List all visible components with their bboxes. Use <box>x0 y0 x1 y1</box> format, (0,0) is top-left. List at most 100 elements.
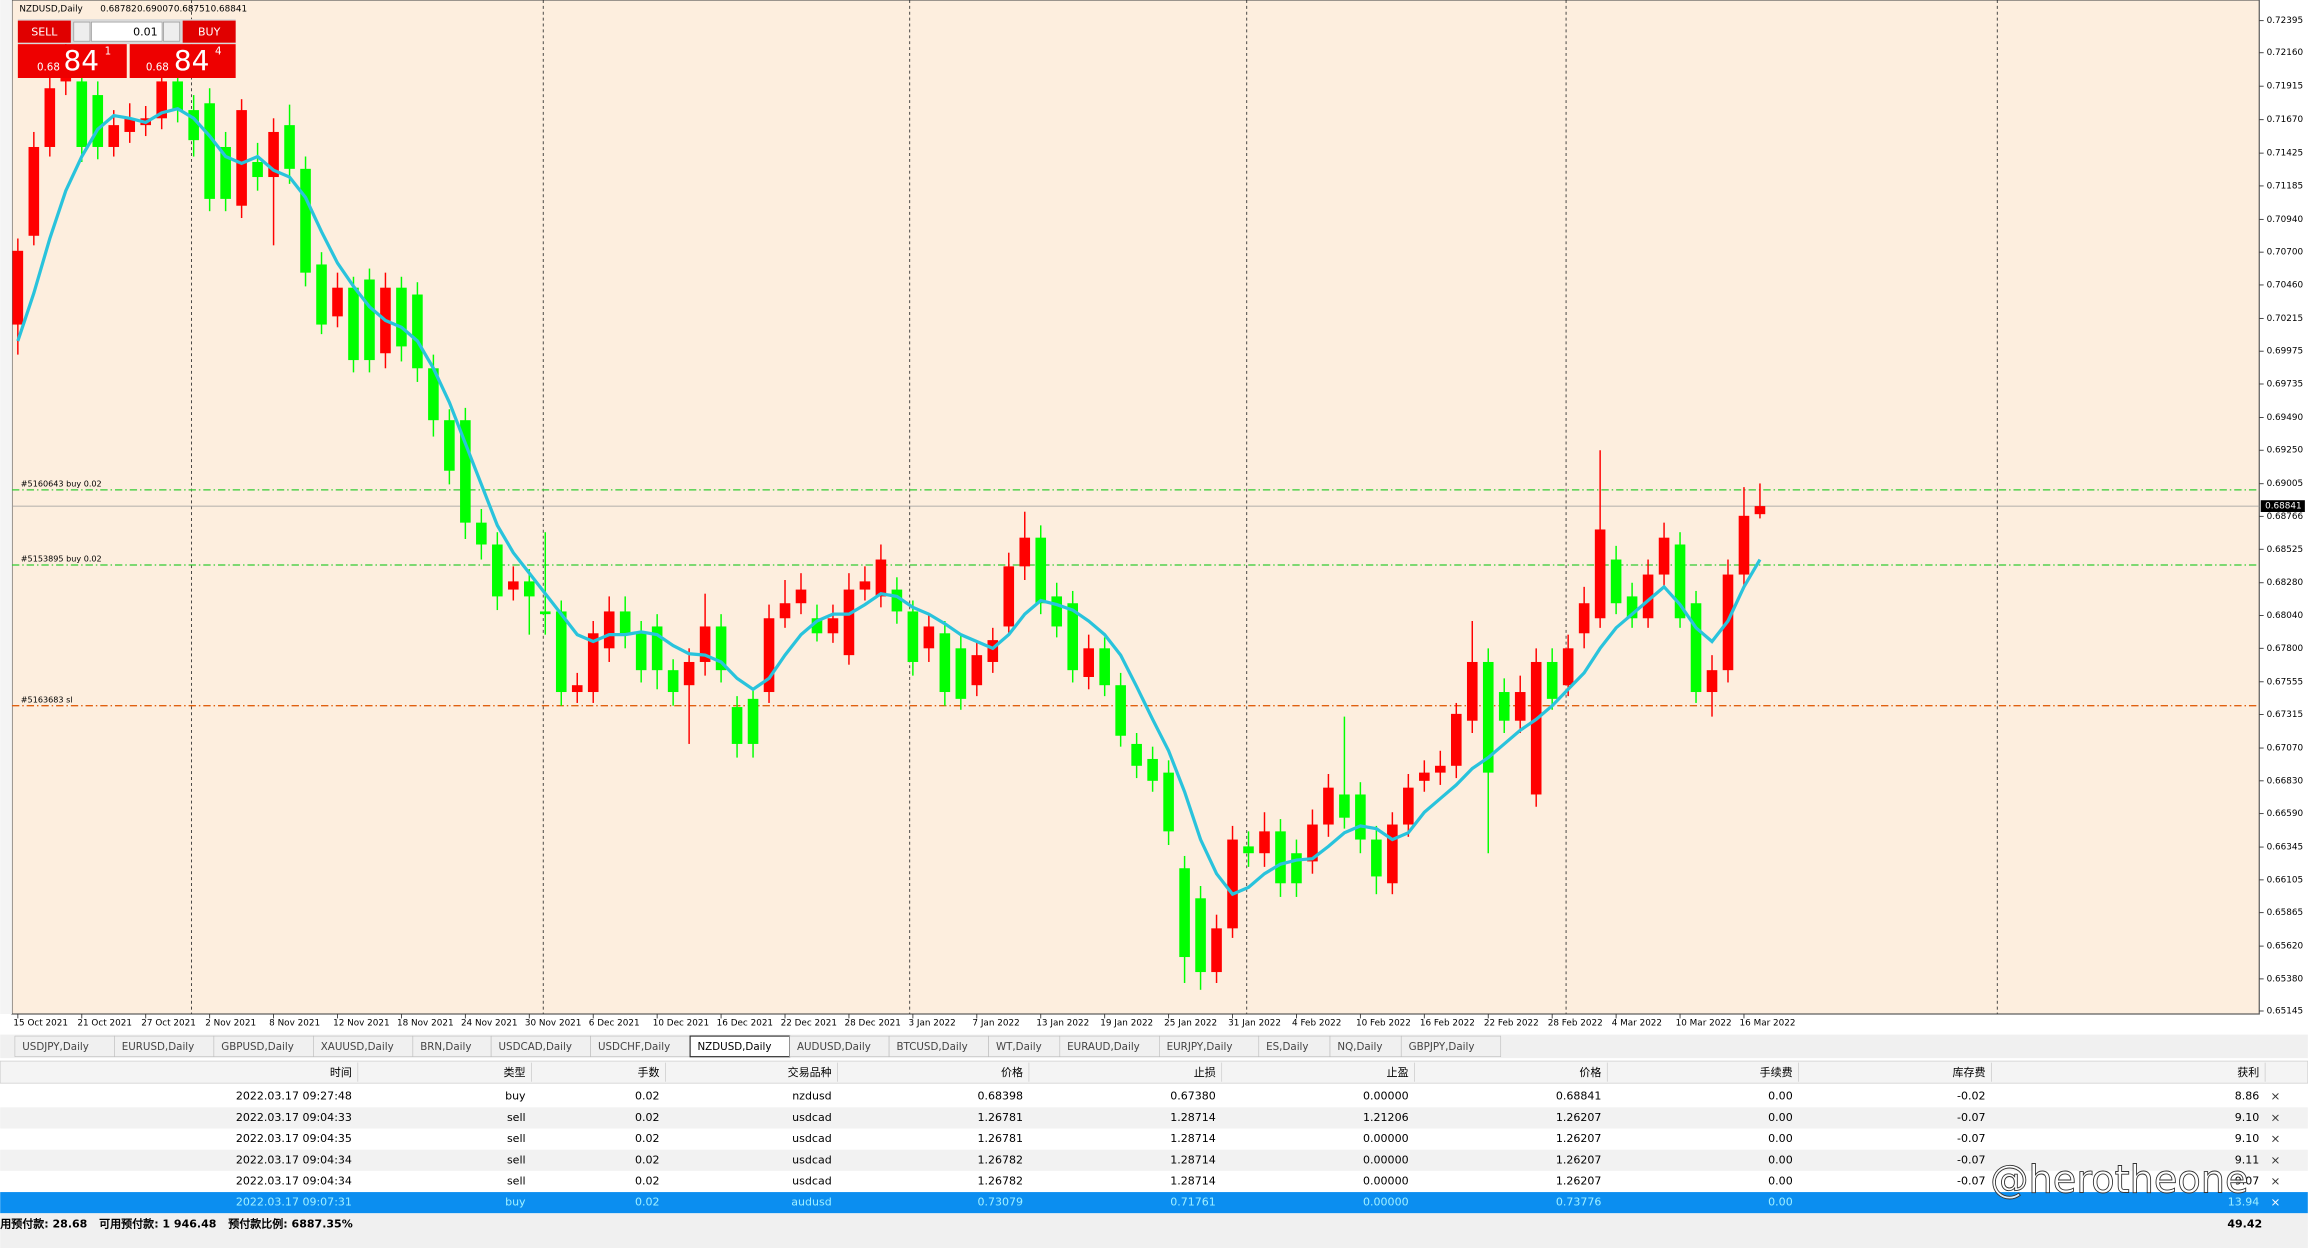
row[interactable] <box>0 1086 2308 1108</box>
candle-body <box>907 611 919 662</box>
sell-button[interactable] <box>17 20 71 43</box>
candle-body <box>28 146 40 236</box>
candle-body <box>1051 596 1063 627</box>
tab-label[interactable]: NZDUSD,Daily <box>697 1041 771 1053</box>
tab-label[interactable]: NQ,Daily <box>1337 1041 1382 1053</box>
low-value: 0.68751 <box>174 4 211 14</box>
lot-input[interactable] <box>91 21 163 42</box>
column-header[interactable]: 手续费 <box>1760 1065 1793 1079</box>
candle-body <box>476 522 487 545</box>
sell-prefix[interactable]: 0.68 <box>37 62 60 74</box>
candle-body <box>412 294 423 369</box>
lot-value[interactable]: 0.01 <box>133 25 158 38</box>
row[interactable] <box>0 1149 2308 1171</box>
cell: 1.28714 <box>1170 1174 1216 1187</box>
tab-label[interactable]: WT,Daily <box>996 1041 1042 1053</box>
buy-sup[interactable]: 4 <box>215 46 222 58</box>
y-tick-label: 0.67070 <box>2267 744 2304 754</box>
column-header[interactable]: 价格 <box>1579 1065 1601 1079</box>
sell-label[interactable]: SELL <box>31 25 58 38</box>
cell: usdcad <box>792 1132 832 1145</box>
buy-label[interactable]: BUY <box>198 25 221 38</box>
candle-body <box>843 589 855 656</box>
candle-body <box>1466 661 1478 721</box>
buy-prefix[interactable]: 0.68 <box>146 62 169 74</box>
x-tick-label: 4 Mar 2022 <box>1612 1018 1662 1028</box>
candle-body <box>555 611 567 693</box>
candle-body <box>1706 670 1718 693</box>
cell: 1.26781 <box>977 1111 1023 1124</box>
tab-label[interactable]: USDCAD,Daily <box>499 1041 572 1053</box>
lot-up[interactable] <box>163 21 181 42</box>
candle-body <box>1339 794 1350 818</box>
cell: usdcad <box>792 1153 832 1166</box>
close-order[interactable]: × <box>2271 1174 2281 1188</box>
tab-label[interactable]: EURJPY,Daily <box>1167 1041 1233 1053</box>
column-header[interactable]: 交易品种 <box>788 1065 832 1079</box>
row-selected[interactable] <box>0 1192 2308 1214</box>
row[interactable] <box>0 1128 2308 1150</box>
close-order[interactable]: × <box>2271 1195 2281 1209</box>
cell: 0.02 <box>635 1132 660 1145</box>
y-tick-label: 0.69490 <box>2267 413 2304 423</box>
buy-price-box[interactable] <box>129 44 236 78</box>
column-header[interactable]: 库存费 <box>1952 1065 1985 1079</box>
sell-price-box[interactable] <box>17 44 127 78</box>
sell-big[interactable]: 84 <box>63 44 99 77</box>
x-tick-label: 6 Dec 2021 <box>589 1018 640 1028</box>
candle-body <box>635 633 647 671</box>
tab-label[interactable]: USDCHF,Daily <box>598 1041 670 1053</box>
row[interactable] <box>0 1107 2308 1129</box>
column-header[interactable]: 类型 <box>504 1065 526 1079</box>
cell: 0.00 <box>1768 1174 1793 1187</box>
cell: nzdusd <box>792 1090 831 1103</box>
tab-label[interactable]: EURAUD,Daily <box>1067 1041 1140 1053</box>
tab-label[interactable]: AUDUSD,Daily <box>797 1041 871 1053</box>
tab-label[interactable]: GBPJPY,Daily <box>1409 1041 1475 1053</box>
cell: 0.00000 <box>1363 1153 1409 1166</box>
close-order[interactable]: × <box>2271 1089 2281 1103</box>
y-tick-label: 0.65620 <box>2267 942 2304 952</box>
candle-body <box>124 118 136 132</box>
close-order[interactable]: × <box>2271 1132 2281 1146</box>
candle-body <box>795 589 807 604</box>
cell: 1.26207 <box>1556 1153 1602 1166</box>
y-tick-label: 0.69735 <box>2267 379 2304 389</box>
close-order[interactable]: × <box>2271 1153 2281 1167</box>
column-header[interactable]: 止盈 <box>1387 1066 1409 1079</box>
tab-label[interactable]: BRN,Daily <box>420 1041 471 1053</box>
candle-body <box>811 618 823 634</box>
column-header[interactable]: 时间 <box>330 1066 352 1079</box>
candle-body <box>1754 506 1766 515</box>
sell-sup[interactable]: 1 <box>105 46 112 58</box>
column-header[interactable]: 获利 <box>2237 1066 2259 1079</box>
candle-body <box>444 420 455 471</box>
x-tick-label: 19 Jan 2022 <box>1100 1018 1153 1028</box>
x-tick-label: 10 Feb 2022 <box>1356 1018 1411 1028</box>
tab-label[interactable]: XAUUSD,Daily <box>321 1041 394 1053</box>
candle-body <box>523 581 535 597</box>
cell: 1.26207 <box>1556 1132 1602 1145</box>
buy-button[interactable] <box>182 20 236 43</box>
column-header[interactable]: 止损 <box>1194 1065 1216 1079</box>
candle-body <box>1259 831 1270 854</box>
candle-body <box>332 287 343 317</box>
candle-body <box>1163 772 1174 832</box>
candle-body <box>619 611 631 634</box>
tab-label[interactable]: ES,Daily <box>1266 1041 1308 1053</box>
row[interactable] <box>0 1170 2308 1193</box>
tab-label[interactable]: GBPUSD,Daily <box>221 1041 294 1053</box>
candle-body <box>603 611 615 649</box>
column-header[interactable]: 手数 <box>637 1065 659 1079</box>
tab[interactable] <box>1400 1035 1502 1057</box>
footer-bg <box>0 1213 2308 1248</box>
tab-label[interactable]: USDJPY,Daily <box>22 1041 89 1053</box>
buy-big[interactable]: 84 <box>174 44 210 77</box>
candle-body <box>731 707 743 744</box>
column-header[interactable]: 价格 <box>1001 1065 1023 1079</box>
tab-label[interactable]: EURUSD,Daily <box>122 1041 195 1053</box>
candle-body <box>1307 824 1318 862</box>
tab-label[interactable]: BTCUSD,Daily <box>896 1041 967 1053</box>
close-order[interactable]: × <box>2271 1110 2281 1124</box>
lot-down[interactable] <box>73 21 91 42</box>
